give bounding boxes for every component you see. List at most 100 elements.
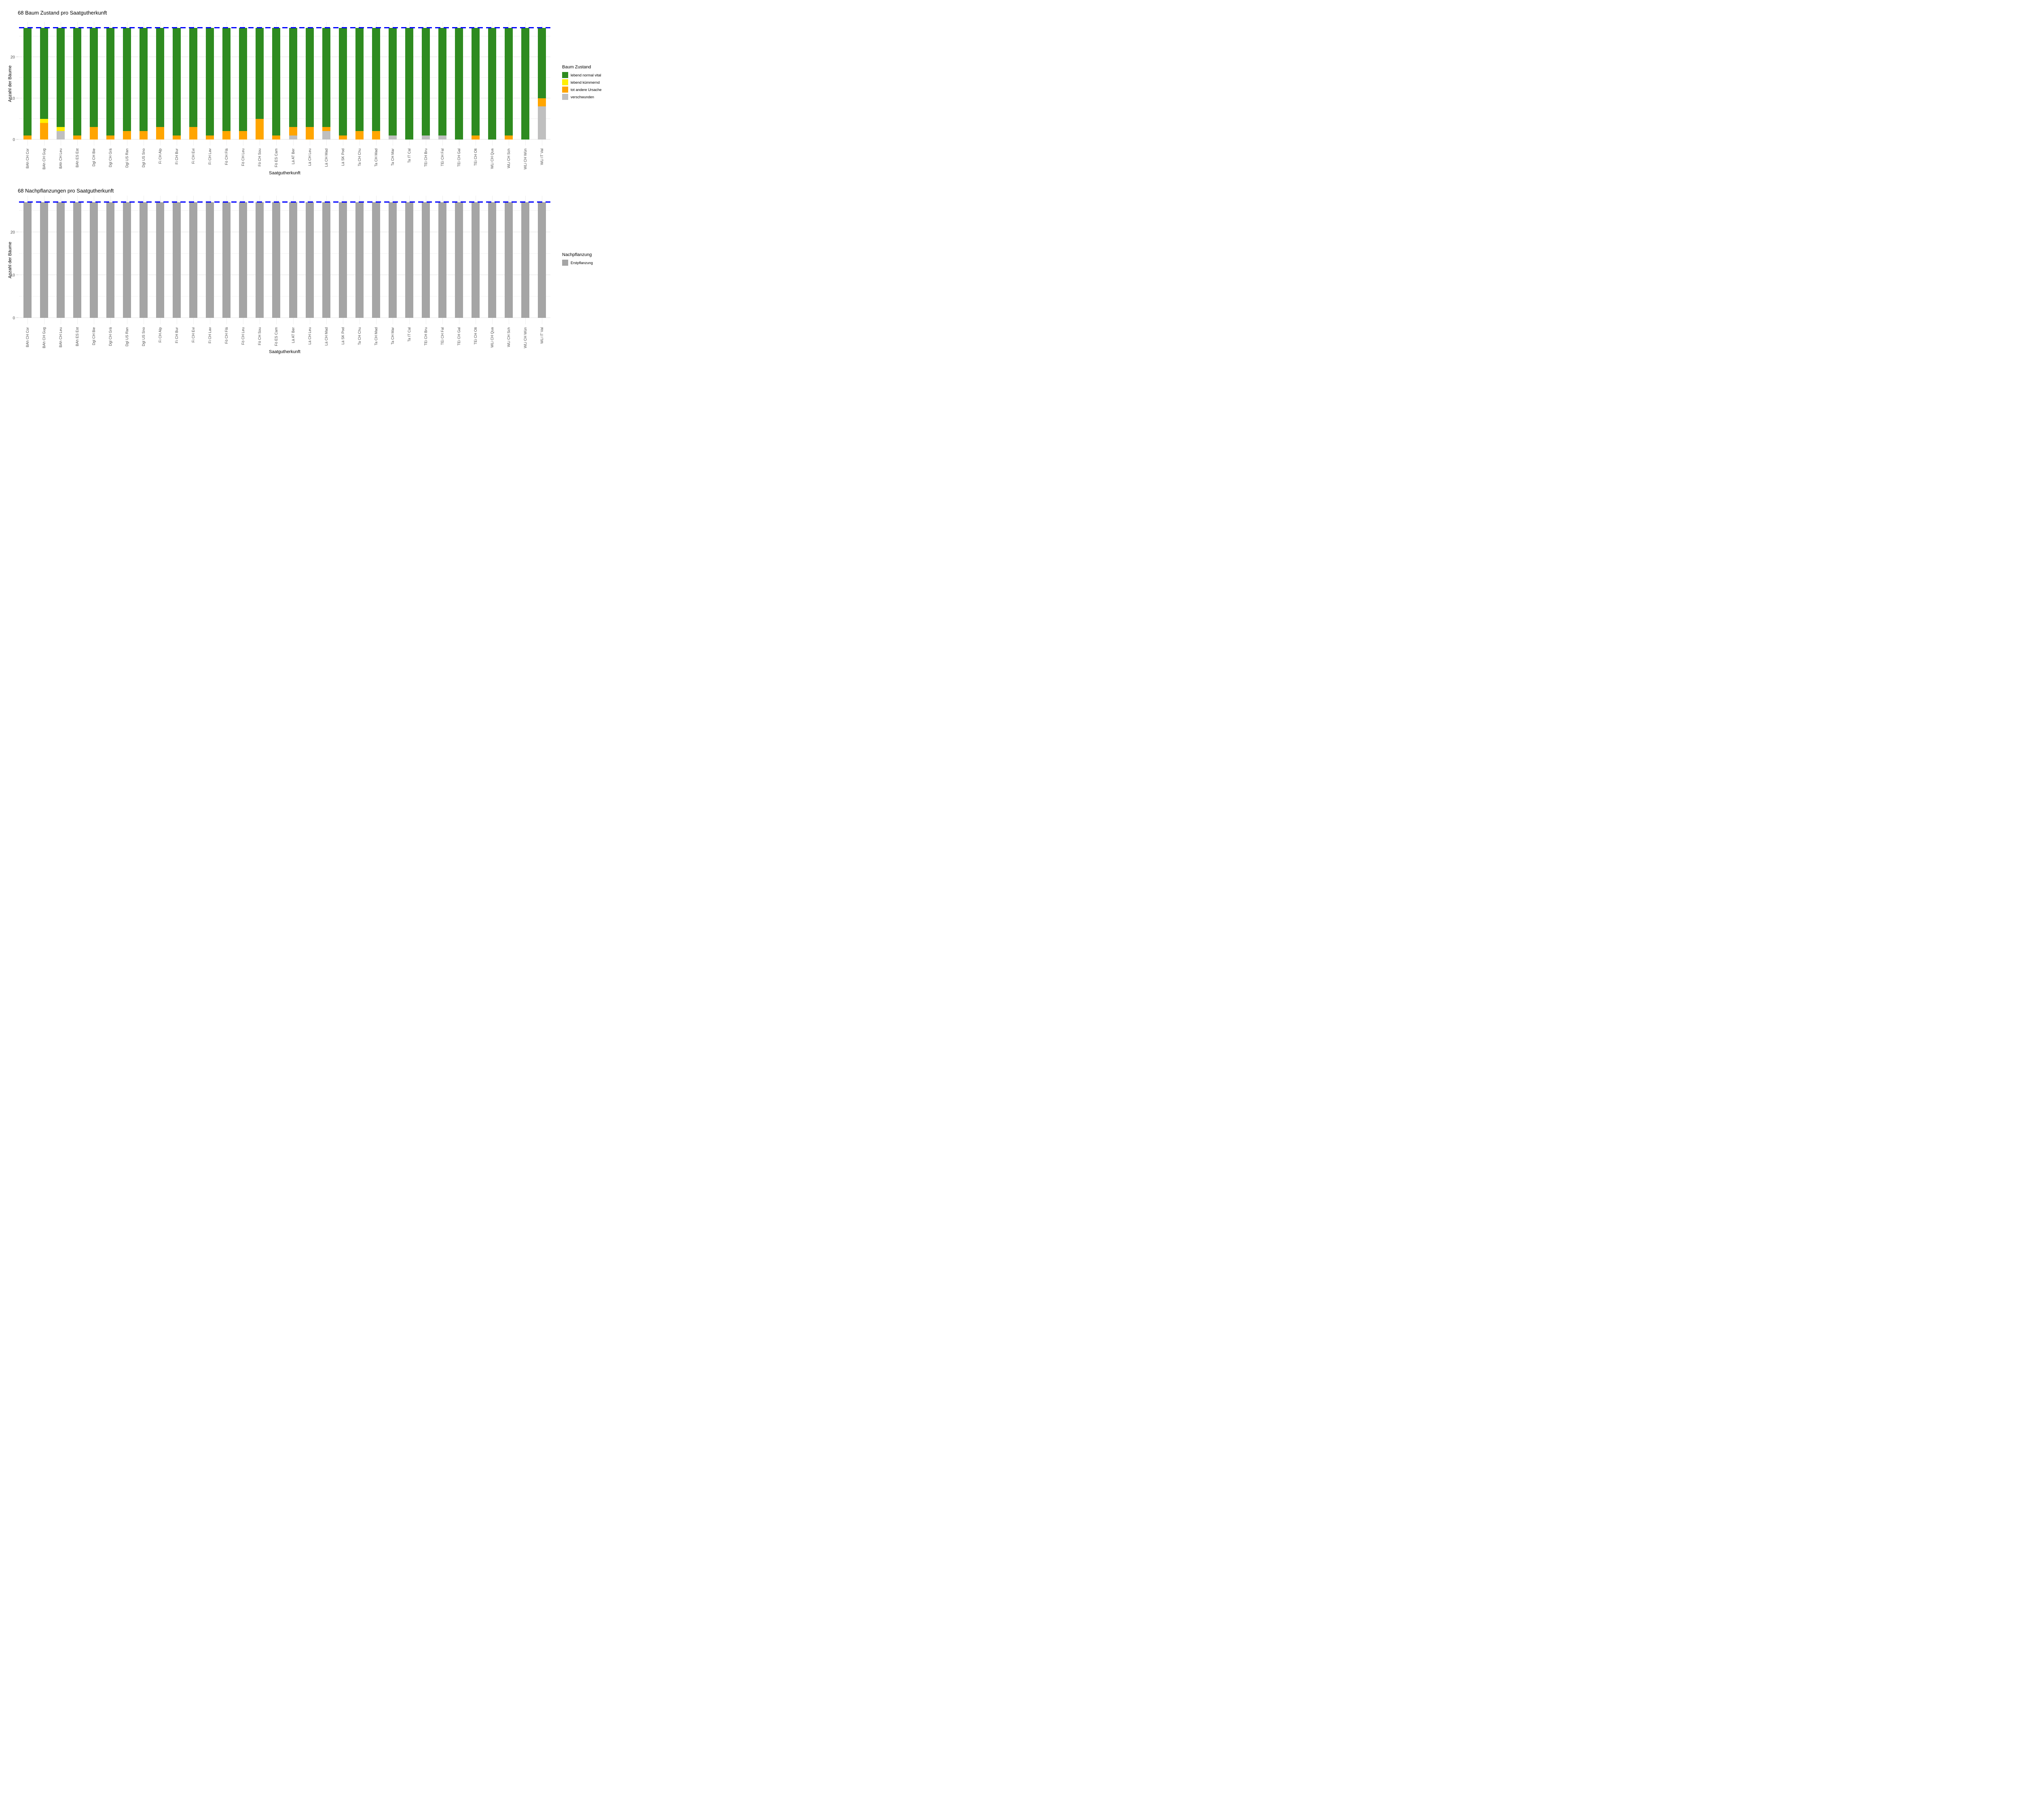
legend-item-lebend-kümmernd: lebend kümmernd — [562, 79, 605, 85]
bar-dgl-us-ran — [123, 28, 131, 140]
bar-segment-erstpflanzung — [272, 202, 280, 318]
bar-fi-ch-alp — [156, 28, 164, 140]
x-tick-label-wli-ch-qua: WLi CH Qua — [490, 148, 494, 169]
bar-segment-erstpflanzung — [106, 202, 114, 318]
bar-lä-sk-pod — [339, 202, 347, 318]
bar-segment-erstpflanzung — [73, 202, 81, 318]
x-tick-label-fi-ch-bur: Fi CH Bur — [175, 148, 179, 165]
x-tick-label-fö-ch-sou: Fö CH Sou — [258, 148, 262, 167]
x-tick-label-tei-ch-gal: TEi CH Gal — [457, 148, 461, 167]
bar-ta-ch-mar — [389, 28, 397, 140]
bar-segment-erstpflanzung — [422, 202, 430, 318]
x-tick-label-tei-ch-fal: TEi CH Fal — [440, 327, 444, 345]
x-tick-label-dgl-us-sno: Dgl US Sno — [142, 148, 146, 168]
chart-nachpflanzungen: 68 Nachpflanzungen pro Saatgutherkunft A… — [0, 183, 607, 364]
bar-segment-lebend-normal-vital — [57, 28, 65, 127]
chart-baum-zustand: 68 Baum Zustand pro Saatgutherkunft Anza… — [0, 3, 607, 180]
x-tick-label-bah-ch-gug: BAh CH Gug — [42, 148, 46, 170]
bar-segment-tot-andere-ursache — [206, 135, 214, 140]
x-tick-label-dgl-ch-grä: Dgl CH Grä — [108, 148, 112, 167]
bar-wli-ch-wün — [521, 28, 529, 140]
legend-item-tot-andere-ursache: tot andere Ursache — [562, 87, 605, 93]
reference-line — [19, 27, 550, 29]
bar-segment-tot-andere-ursache — [372, 131, 380, 140]
legend-key-swatch — [562, 260, 568, 266]
x-tick-label-fi-ch-evi: Fi CH Evi — [191, 148, 195, 164]
bar-segment-erstpflanzung — [256, 202, 264, 318]
y-tick-label-0: 0 — [13, 316, 15, 321]
x-tick-label-dgl-ch-grä: Dgl CH Grä — [108, 327, 112, 346]
bar-segment-lebend-normal-vital — [272, 28, 280, 135]
bar-segment-lebend-normal-vital — [389, 28, 397, 135]
bar-bah-ch-gug — [40, 28, 48, 140]
bar-segment-erstpflanzung — [521, 202, 529, 318]
bar-segment-verschwunden — [422, 135, 430, 140]
bar-segment-erstpflanzung — [57, 202, 65, 318]
bar-segment-tot-andere-ursache — [40, 123, 48, 140]
y-tick-label-0: 0 — [13, 138, 15, 142]
bar-segment-lebend-normal-vital — [455, 28, 463, 140]
bar-wli-ch-wün — [521, 202, 529, 318]
bar-wli-ch-qua — [488, 202, 496, 318]
bar-segment-lebend-normal-vital — [140, 28, 148, 131]
x-tick-label-ta-ch-chu: Ta CH Chu — [357, 148, 362, 167]
bar-tei-ch-fal — [438, 28, 446, 140]
bar-segment-erstpflanzung — [438, 202, 446, 318]
x-axis-title: Saatgutherkunft — [269, 171, 300, 176]
x-tick-label-fö-ch-flä: Fö CH Flä — [224, 148, 228, 165]
x-tick-label-dgl-ch-bie: Dgl CH Bie — [92, 327, 96, 345]
bar-fö-ch-flä — [222, 28, 231, 140]
x-tick-label-wli-ch-qua: WLi CH Qua — [490, 327, 494, 348]
bar-lä-sk-pod — [339, 28, 347, 140]
bar-lä-ch-mad — [322, 28, 330, 140]
legend-key-swatch — [562, 87, 568, 93]
x-tick-label-fi-ch-bur: Fi CH Bur — [175, 327, 179, 343]
bar-segment-verschwunden — [57, 131, 65, 140]
x-tick-label-wli-it-val: WLi IT Val — [540, 148, 544, 165]
gridline-minor-y-15 — [19, 253, 550, 254]
bar-segment-erstpflanzung — [140, 202, 148, 318]
bar-segment-lebend-normal-vital — [40, 28, 48, 119]
bar-segment-erstpflanzung — [40, 202, 48, 318]
x-tick-label-wli-it-val: WLi IT Val — [540, 327, 544, 344]
x-tick-label-bah-ch-gug: BAh CH Gug — [42, 327, 46, 349]
bar-tei-ch-olt — [472, 202, 480, 318]
x-tick-label-lä-at-ber: Lä AT Ber — [291, 148, 295, 165]
gridline-y-0 — [19, 317, 550, 318]
gridline-y-0 — [19, 139, 550, 140]
legend-item-erstpflanzung: Erstpflanzung — [562, 260, 605, 266]
bar-segment-erstpflanzung — [23, 202, 32, 318]
bar-ta-it-cal — [405, 28, 413, 140]
bar-segment-tot-andere-ursache — [239, 131, 247, 140]
x-tick-label-ta-ch-mar: Ta CH Mar — [391, 148, 395, 166]
bar-segment-lebend-normal-vital — [472, 28, 480, 135]
bar-segment-tot-andere-ursache — [339, 135, 347, 140]
bar-fi-ch-bur — [173, 28, 181, 140]
bar-segment-lebend-normal-vital — [505, 28, 513, 135]
bar-segment-tot-andere-ursache — [272, 135, 280, 140]
bar-bah-ch-cor — [23, 28, 32, 140]
bar-segment-tot-andere-ursache — [322, 127, 330, 131]
x-tick-label-lä-ch-mad: Lä CH Mad — [324, 148, 328, 167]
x-tick-label-dgl-ch-bie: Dgl CH Bie — [92, 148, 96, 167]
bar-fö-ch-leu — [239, 28, 247, 140]
bar-segment-erstpflanzung — [189, 202, 197, 318]
bar-segment-erstpflanzung — [389, 202, 397, 318]
legend-label: lebend kümmernd — [571, 80, 600, 85]
bar-segment-erstpflanzung — [472, 202, 480, 318]
bar-tei-ch-bru — [422, 202, 430, 318]
bar-fi-ch-alp — [156, 202, 164, 318]
bar-tei-ch-fal — [438, 202, 446, 318]
chart-title: 68 Nachpflanzungen pro Saatgutherkunft — [18, 188, 114, 194]
bar-segment-tot-andere-ursache — [256, 119, 264, 140]
bar-segment-lebend-normal-vital — [372, 28, 380, 131]
bar-segment-tot-andere-ursache — [23, 135, 32, 140]
bar-fi-ch-evi — [189, 28, 197, 140]
bar-fi-ch-evi — [189, 202, 197, 318]
bar-bah-es-est — [73, 28, 81, 140]
x-tick-label-fi-ch-alp: Fi CH Alp — [158, 327, 162, 343]
bar-ta-ch-mar — [389, 202, 397, 318]
x-tick-label-fö-ch-leu: Fö CH Leu — [241, 148, 245, 166]
x-tick-label-tei-ch-olt: TEi CH Olt — [474, 148, 478, 166]
x-tick-label-fi-ch-lav: Fi CH Lav — [208, 327, 212, 344]
